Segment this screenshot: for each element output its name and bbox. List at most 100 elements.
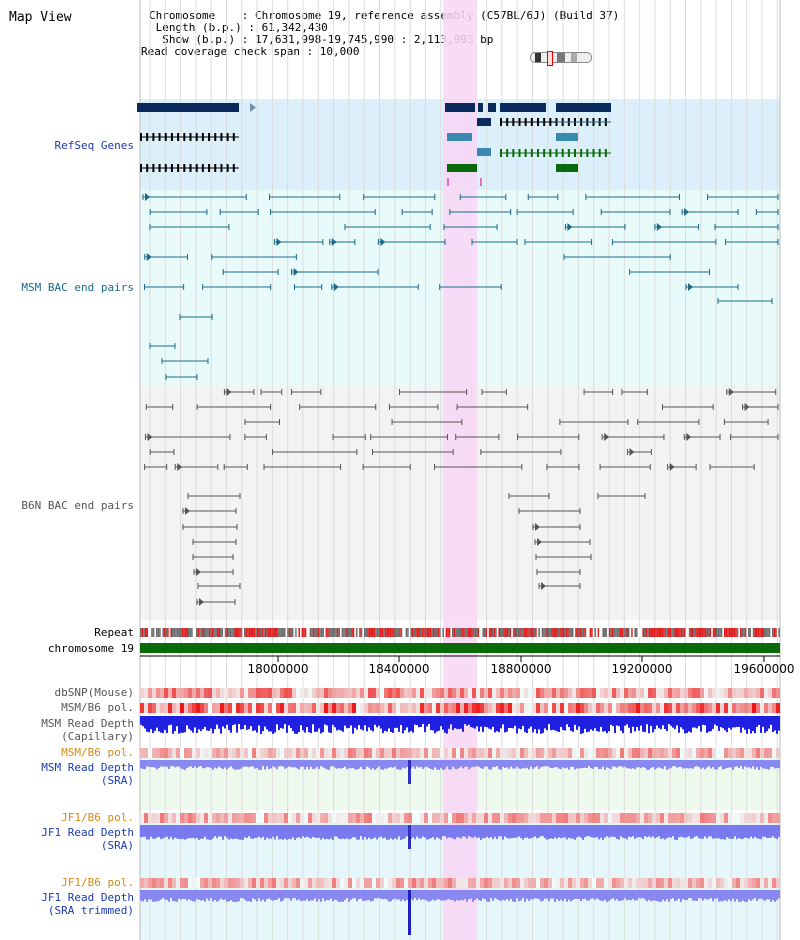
dbsnp-heat [396, 688, 400, 698]
msm-depth-capillary-bar [234, 716, 236, 725]
track-label-chromosome[interactable]: chromosome 19 [47, 642, 134, 655]
msm-depth-sra-bar [626, 760, 628, 769]
msm-depth-sra-bar [196, 760, 198, 768]
repeat-segment [524, 628, 526, 637]
track-label-msm-b6-pol-1[interactable]: MSM/B6 pol. [61, 701, 134, 714]
jf1-b6-pol-heat [672, 813, 676, 823]
track-label-b6n-bac[interactable]: B6N BAC end pairs [21, 499, 134, 512]
msm-depth-sra-bar [186, 760, 188, 768]
msm-depth-capillary-bar [240, 716, 242, 730]
msm-depth-sra-bar [744, 760, 746, 767]
msm-depth-capillary-bar [736, 716, 738, 727]
msm-b6-pol-heat [772, 748, 776, 758]
msm-depth-sra-bar [766, 760, 768, 770]
jf1-depth-sra-bar [670, 825, 672, 838]
track-label-jf1-b6-pol-1[interactable]: JF1/B6 pol. [61, 811, 134, 824]
msm-b6-pol-heat [224, 748, 228, 758]
msm-depth-sra-bar [336, 760, 338, 769]
msm-depth-capillary-bar [478, 716, 480, 732]
jf1-depth-sra-bar [452, 825, 454, 839]
jf1-b6-pol-heat [332, 813, 336, 823]
msm-depth-capillary-bar [542, 716, 544, 733]
msm-depth-capillary-bar [298, 716, 300, 733]
msm-depth-sra-bar [266, 760, 268, 767]
jf1-b6-pol-heat [444, 878, 448, 888]
page-title: Map View [9, 10, 72, 25]
msm-b6-pol-heat [352, 703, 356, 713]
jf1-b6-pol-heat [268, 813, 272, 823]
jf1-depth-sra-bar [570, 825, 572, 839]
jf1-depth-sra-bar [364, 825, 366, 838]
jf1-depth-sra-bar [726, 825, 728, 838]
msm-depth-sra-bar [432, 760, 434, 770]
msm-depth-capillary-bar [532, 716, 534, 733]
dbsnp-heat [288, 688, 292, 698]
refseq-gene-exon [170, 133, 173, 141]
jf1-depth-trimmed-bar [764, 890, 766, 901]
track-label-dbsnp[interactable]: dbSNP(Mouse) [54, 686, 134, 699]
jf1-b6-pol-heat [752, 813, 756, 823]
jf1-b6-pol-heat [156, 878, 160, 888]
jf1-depth-sra-bar [532, 825, 534, 838]
jf1-depth-sra-bar [264, 825, 266, 840]
track-label-msm-depth-capillary[interactable]: MSM Read Depth [41, 717, 134, 730]
msm-depth-capillary-bar [460, 716, 462, 729]
jf1-b6-pol-heat [516, 813, 520, 823]
jf1-b6-pol-heat [412, 878, 416, 888]
dbsnp-heat [264, 688, 268, 698]
repeat-segment [543, 628, 545, 637]
jf1-depth-trimmed-bar [370, 890, 372, 902]
repeat-segment [167, 628, 169, 637]
msm-depth-capillary-bar [434, 716, 436, 734]
jf1-b6-pol-heat [524, 813, 528, 823]
refseq-gene-exon [512, 118, 515, 126]
repeat-segment [378, 628, 380, 637]
msm-b6-pol-heat [188, 748, 192, 758]
msm-depth-capillary-bar [676, 716, 678, 726]
refseq-gene-exon [201, 133, 204, 141]
refseq-gene-exon [164, 164, 167, 172]
msm-b6-pol-heat [492, 703, 496, 713]
repeat-segment [632, 628, 635, 637]
dbsnp-heat [392, 688, 396, 698]
jf1-b6-pol-heat [576, 878, 580, 888]
track-label-refseq[interactable]: RefSeq Genes [54, 139, 134, 152]
repeat-segment [674, 628, 676, 637]
track-label-jf1-depth-sra[interactable]: JF1 Read Depth [41, 826, 134, 839]
track-label-jf1-depth-trimmed[interactable]: JF1 Read Depth [41, 891, 134, 904]
track-label-msm-b6-pol-2[interactable]: MSM/B6 pol. [61, 746, 134, 759]
msm-depth-capillary-bar [314, 716, 316, 732]
jf1-depth-sra-bar [448, 825, 450, 838]
track-label-msm-bac[interactable]: MSM BAC end pairs [21, 281, 134, 294]
jf1-b6-pol-heat [652, 878, 656, 888]
msm-depth-capillary-bar [768, 716, 770, 729]
repeat-segment [746, 628, 748, 637]
jf1-depth-sra-bar [420, 825, 422, 839]
refseq-gene-exon [152, 133, 155, 141]
msm-depth-capillary-bar [570, 716, 572, 731]
jf1-b6-pol-heat [148, 813, 152, 823]
msm-b6-pol-heat [196, 703, 200, 713]
jf1-depth-sra-bar [284, 825, 286, 839]
jf1-b6-pol-heat [204, 878, 208, 888]
track-label-repeat[interactable]: Repeat [94, 626, 134, 639]
dbsnp-heat [612, 688, 616, 698]
track-label-msm-depth-sra[interactable]: MSM Read Depth [41, 761, 134, 774]
jf1-b6-pol-heat [520, 878, 524, 888]
track-label-jf1-b6-pol-2[interactable]: JF1/B6 pol. [61, 876, 134, 889]
jf1-depth-sra-bar [736, 825, 738, 840]
msm-depth-capillary-bar [630, 716, 632, 734]
repeat-segment [228, 628, 230, 637]
jf1-depth-sra-bar [614, 825, 616, 838]
msm-depth-sra-bar [732, 760, 734, 770]
msm-b6-pol-heat [652, 703, 656, 713]
jf1-depth-sra-bar [330, 825, 332, 839]
msm-b6-pol-heat [508, 703, 512, 713]
chromosome-ideogram[interactable] [530, 51, 592, 66]
msm-depth-sra-bar [548, 760, 550, 768]
jf1-b6-pol-heat [612, 813, 616, 823]
repeat-segment [538, 628, 540, 637]
jf1-depth-sra-bar [196, 825, 198, 838]
jf1-b6-pol-heat [544, 813, 548, 823]
